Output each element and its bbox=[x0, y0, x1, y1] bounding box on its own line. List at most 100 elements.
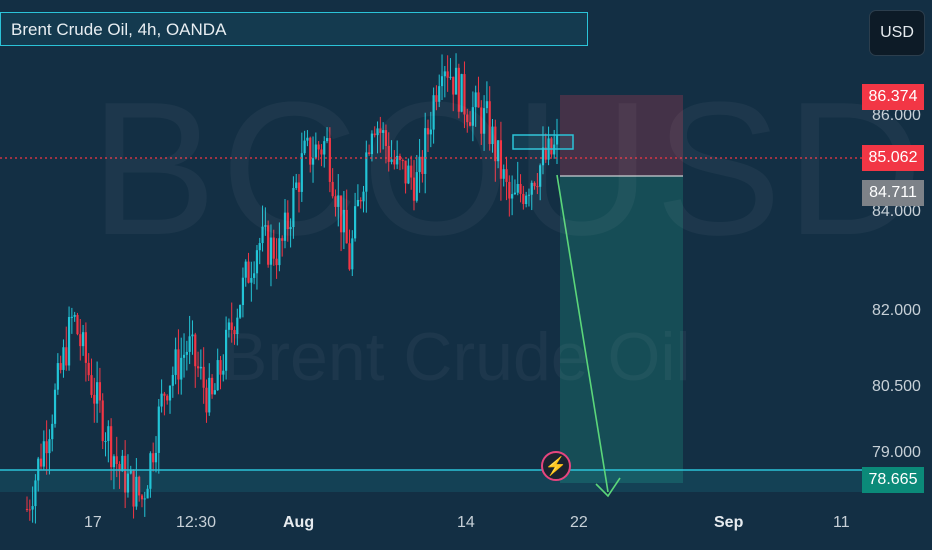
candle-body bbox=[213, 390, 216, 395]
candle-body bbox=[482, 108, 486, 134]
candle-body bbox=[328, 138, 331, 182]
candle-body bbox=[359, 199, 362, 202]
candle-body bbox=[323, 141, 326, 155]
candle-body bbox=[180, 357, 183, 380]
candle-body bbox=[303, 140, 306, 154]
candle-body bbox=[283, 212, 287, 241]
candle-body bbox=[65, 347, 68, 366]
candle-body bbox=[438, 86, 441, 102]
x-tick-label: 17 bbox=[84, 514, 102, 531]
candle-body bbox=[39, 458, 43, 467]
candle-body bbox=[412, 177, 416, 201]
candle-body bbox=[241, 277, 245, 306]
x-tick-label: 22 bbox=[570, 514, 588, 531]
candle-body bbox=[415, 172, 418, 201]
candle-body bbox=[135, 476, 138, 507]
candle-body bbox=[48, 439, 51, 454]
candle-body bbox=[491, 126, 494, 145]
candle-body bbox=[115, 456, 118, 465]
candle-body bbox=[426, 128, 430, 135]
candle-body bbox=[398, 155, 402, 161]
candle-body bbox=[132, 469, 135, 507]
candle-body bbox=[362, 191, 365, 202]
candle-body bbox=[253, 273, 256, 278]
candle-body bbox=[339, 195, 343, 233]
position-zones bbox=[560, 95, 683, 483]
candle-body bbox=[124, 455, 127, 493]
projection-arrowhead bbox=[595, 477, 621, 498]
x-tick-label: 12:30 bbox=[176, 514, 217, 531]
take-profit-zone bbox=[560, 176, 683, 483]
candle-body bbox=[311, 158, 315, 165]
candle-body bbox=[247, 261, 250, 283]
candle-body bbox=[502, 169, 505, 179]
candle-body bbox=[317, 144, 320, 150]
candle-body bbox=[67, 316, 71, 366]
candle-body bbox=[530, 182, 533, 195]
candle-body bbox=[485, 101, 488, 109]
candle-body bbox=[541, 147, 545, 166]
candle-body bbox=[264, 225, 267, 227]
candle-body bbox=[216, 360, 219, 391]
candle-body bbox=[166, 395, 169, 401]
candle-body bbox=[269, 237, 273, 265]
candle-body bbox=[210, 377, 214, 395]
candle-body bbox=[345, 209, 348, 244]
candle-body bbox=[511, 194, 514, 199]
candle-body bbox=[112, 456, 116, 468]
candle-body bbox=[396, 155, 399, 165]
currency-button[interactable]: USD bbox=[869, 10, 925, 56]
x-tick-label: Sep bbox=[714, 514, 744, 531]
x-tick-label: 11 bbox=[833, 514, 850, 531]
candle-body bbox=[275, 258, 278, 266]
candle-body bbox=[90, 375, 93, 395]
candle-body bbox=[244, 261, 247, 278]
candle-body bbox=[320, 149, 323, 155]
candle-body bbox=[348, 243, 351, 270]
candle-body bbox=[154, 452, 158, 463]
candle-body bbox=[194, 334, 197, 367]
candle-body bbox=[457, 67, 460, 112]
candle-body bbox=[81, 332, 85, 347]
candle-body bbox=[404, 160, 407, 184]
candle-body bbox=[477, 92, 480, 108]
candle-body bbox=[449, 76, 452, 78]
candle-body bbox=[168, 385, 172, 401]
candle-body bbox=[202, 366, 205, 388]
y-tick-label: 80.500 bbox=[872, 378, 921, 395]
resistance-box bbox=[512, 134, 574, 150]
candle-body bbox=[93, 394, 96, 404]
candle-body bbox=[379, 128, 382, 133]
candle-body bbox=[182, 354, 186, 358]
projection-arrow bbox=[556, 174, 609, 493]
candle-body bbox=[468, 122, 472, 126]
candle-body bbox=[342, 209, 345, 233]
candle-body bbox=[295, 182, 298, 189]
candle-body bbox=[525, 195, 528, 204]
candle-body bbox=[56, 363, 59, 390]
candle-body bbox=[87, 362, 90, 376]
candle-body bbox=[79, 334, 82, 347]
lightning-icon[interactable]: ⚡ bbox=[541, 451, 571, 481]
candle-body bbox=[387, 145, 390, 162]
candle-body bbox=[250, 277, 253, 283]
candle-body bbox=[62, 347, 65, 370]
x-tick-label: 14 bbox=[457, 514, 475, 531]
candle-body bbox=[138, 476, 141, 496]
candle-body bbox=[505, 169, 508, 182]
candle-body bbox=[281, 238, 284, 241]
candle-body bbox=[233, 330, 236, 335]
candle-body bbox=[435, 95, 438, 102]
candle-body bbox=[208, 377, 211, 413]
candle-body bbox=[410, 165, 413, 178]
candle-body bbox=[519, 183, 522, 194]
candle-body bbox=[297, 182, 301, 192]
candle-body bbox=[101, 400, 104, 442]
candle-body bbox=[555, 134, 559, 145]
candle-body bbox=[356, 199, 359, 207]
candle-body bbox=[28, 509, 31, 511]
candle-body bbox=[544, 147, 547, 160]
candle-body bbox=[527, 194, 531, 196]
current-price-tag: 85.062 bbox=[862, 145, 924, 171]
